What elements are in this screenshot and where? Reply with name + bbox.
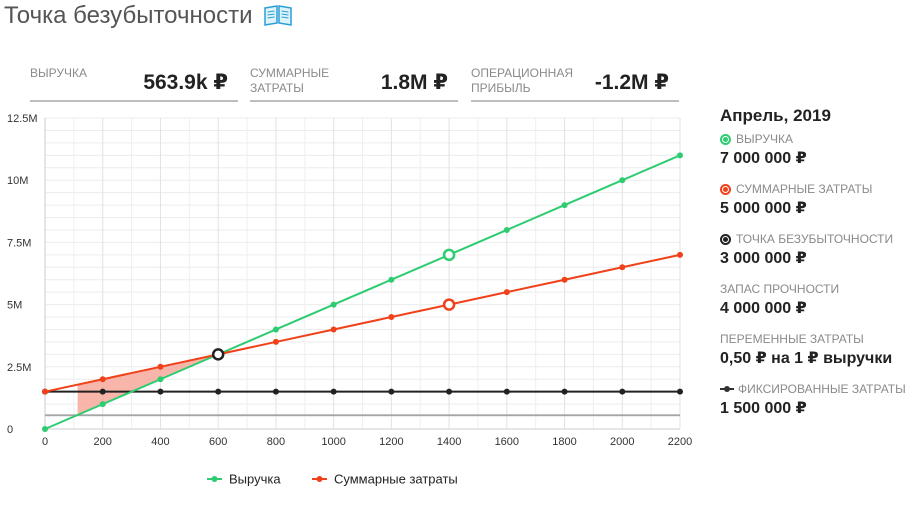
- details-revenue-label: ВЫРУЧКА: [736, 132, 793, 146]
- details-revenue-value: 7 000 000 ₽: [720, 150, 807, 167]
- details-variable-costs-label: ПЕРЕМЕННЫЕ ЗАТРАТЫ: [720, 332, 864, 346]
- fixed-costs-point[interactable]: [503, 388, 510, 395]
- total-costs-highlight-point[interactable]: [442, 298, 456, 311]
- details-safety-margin-label: ЗАПАС ПРОЧНОСТИ: [720, 282, 840, 296]
- revenue-point[interactable]: [42, 426, 48, 432]
- page-title: Точка безубыточности: [4, 2, 293, 30]
- revenue-point[interactable]: [157, 376, 164, 383]
- total-costs-point[interactable]: [272, 338, 279, 345]
- total-costs-line: [44, 253, 681, 393]
- kpi-total-costs-value: 1.8M ₽: [380, 71, 448, 94]
- total-costs-point[interactable]: [561, 276, 568, 283]
- y-tick-label: 0: [7, 424, 13, 436]
- red-dot-icon: [720, 183, 731, 195]
- details-break-even-value: 3 000 000 ₽: [720, 250, 807, 267]
- details-fixed-costs-value: 1 500 000 ₽: [720, 400, 807, 417]
- green-dot-icon: [720, 133, 731, 145]
- kpi-total-costs: СУММАРНЫЕ ЗАТРАТЫ 1.8M ₽: [250, 66, 458, 102]
- total-costs-point[interactable]: [157, 363, 164, 370]
- kpi-revenue-label: ВЫРУЧКА: [30, 66, 87, 80]
- details-variable-costs-value: 0,50 ₽ на 1 ₽ выручки: [720, 350, 893, 367]
- revenue-point[interactable]: [272, 326, 279, 333]
- x-tick-label: 800: [267, 436, 285, 448]
- total-costs-point[interactable]: [330, 326, 337, 333]
- x-tick-label: 2000: [610, 436, 634, 448]
- revenue-point[interactable]: [677, 152, 683, 159]
- details-fixed-costs-label: ФИКСИРОВАННЫЕ ЗАТРАТЫ: [738, 382, 906, 396]
- fixed-costs-point[interactable]: [330, 388, 337, 395]
- y-tick-label: 12.5M: [7, 113, 38, 125]
- total-costs-point[interactable]: [677, 251, 683, 258]
- total-costs-point[interactable]: [503, 289, 510, 296]
- details-total-costs: СУММАРНЫЕ ЗАТРАТЫ 5 000 000 ₽: [720, 180, 920, 230]
- x-tick-label: 1800: [552, 436, 576, 448]
- details-safety-margin: ЗАПАС ПРОЧНОСТИ 4 000 000 ₽: [720, 280, 920, 330]
- details-safety-margin-value: 4 000 000 ₽: [720, 300, 807, 317]
- y-tick-label: 7.5M: [7, 237, 31, 249]
- details-break-even: ТОЧКА БЕЗУБЫТОЧНОСТИ 3 000 000 ₽: [720, 230, 920, 280]
- total-costs-point[interactable]: [388, 314, 395, 321]
- kpi-revenue-value: 563.9k ₽: [143, 71, 228, 94]
- y-tick-label: 5M: [7, 300, 22, 312]
- y-tick-label: 2.5M: [7, 362, 31, 374]
- total-costs-point[interactable]: [99, 376, 106, 383]
- x-tick-label: 600: [209, 436, 227, 448]
- black-dot-icon: [720, 233, 731, 245]
- revenue-point[interactable]: [330, 301, 337, 308]
- legend-total-costs-marker: [316, 476, 323, 482]
- fixed-costs-point[interactable]: [446, 388, 453, 395]
- x-tick-label: 1000: [321, 436, 345, 448]
- kpi-operating-profit-label: ОПЕРАЦИОННАЯ ПРИБЫЛЬ: [471, 66, 574, 95]
- x-tick-label: 200: [94, 436, 112, 448]
- fixed-costs-point[interactable]: [677, 388, 683, 395]
- legend-revenue-marker: [211, 476, 218, 482]
- x-tick-label: 1400: [437, 436, 461, 448]
- details-period-title: Апрель, 2019: [720, 106, 831, 125]
- book-icon[interactable]: [263, 4, 293, 26]
- kpi-revenue: ВЫРУЧКА 563.9k ₽: [30, 66, 238, 102]
- revenue-line: [44, 154, 681, 430]
- revenue-point[interactable]: [503, 226, 510, 233]
- kpi-operating-profit: ОПЕРАЦИОННАЯ ПРИБЫЛЬ -1.2M ₽: [471, 66, 679, 102]
- revenue-highlight-point[interactable]: [442, 248, 456, 262]
- fixed-costs-point[interactable]: [272, 388, 279, 395]
- fixed-costs-point[interactable]: [99, 388, 106, 395]
- details-break-even-label: ТОЧКА БЕЗУБЫТОЧНОСТИ: [736, 232, 894, 246]
- details-revenue: ВЫРУЧКА 7 000 000 ₽: [720, 130, 920, 180]
- revenue-point[interactable]: [561, 202, 568, 209]
- x-tick-label: 400: [151, 436, 169, 448]
- fixed-costs-point[interactable]: [619, 388, 626, 395]
- legend-total-costs-label[interactable]: Суммарные затраты: [334, 472, 458, 487]
- page-title-text: Точка безубыточности: [4, 2, 253, 29]
- y-tick-label: 10M: [7, 175, 28, 187]
- fixed-costs-point[interactable]: [157, 388, 164, 395]
- break-even-point[interactable]: [211, 348, 225, 361]
- revenue-point[interactable]: [99, 401, 106, 408]
- kpi-total-costs-label: СУММАРНЫЕ ЗАТРАТЫ: [250, 66, 330, 95]
- kpi-operating-profit-value: -1.2M ₽: [594, 71, 669, 94]
- revenue-point[interactable]: [388, 276, 395, 283]
- details-total-costs-label: СУММАРНЫЕ ЗАТРАТЫ: [736, 182, 873, 196]
- x-tick-label: 2200: [668, 436, 692, 448]
- total-costs-point[interactable]: [42, 388, 48, 395]
- details-panel: Апрель, 2019 ВЫРУЧКА 7 000 000 ₽ СУММАРН…: [720, 106, 920, 430]
- legend-revenue-label[interactable]: Выручка: [229, 472, 281, 487]
- x-tick-label: 0: [42, 436, 48, 448]
- details-fixed-costs: ФИКСИРОВАННЫЕ ЗАТРАТЫ 1 500 000 ₽: [720, 380, 920, 430]
- line-dot-icon: [720, 386, 734, 392]
- fixed-costs-point[interactable]: [388, 388, 395, 395]
- revenue-point[interactable]: [619, 177, 626, 184]
- fixed-costs-point[interactable]: [215, 388, 222, 395]
- details-variable-costs: ПЕРЕМЕННЫЕ ЗАТРАТЫ 0,50 ₽ на 1 ₽ выручки: [720, 330, 920, 380]
- details-total-costs-value: 5 000 000 ₽: [720, 200, 807, 217]
- fixed-costs-point[interactable]: [561, 388, 568, 395]
- x-tick-label: 1200: [379, 436, 403, 448]
- total-costs-point[interactable]: [619, 264, 626, 271]
- break-even-chart[interactable]: 0 2.5M 5M 7.5M 10M 12.5M 0 200 400 600 800 1000 1200…: [0, 100, 700, 505]
- x-tick-label: 1600: [495, 436, 519, 448]
